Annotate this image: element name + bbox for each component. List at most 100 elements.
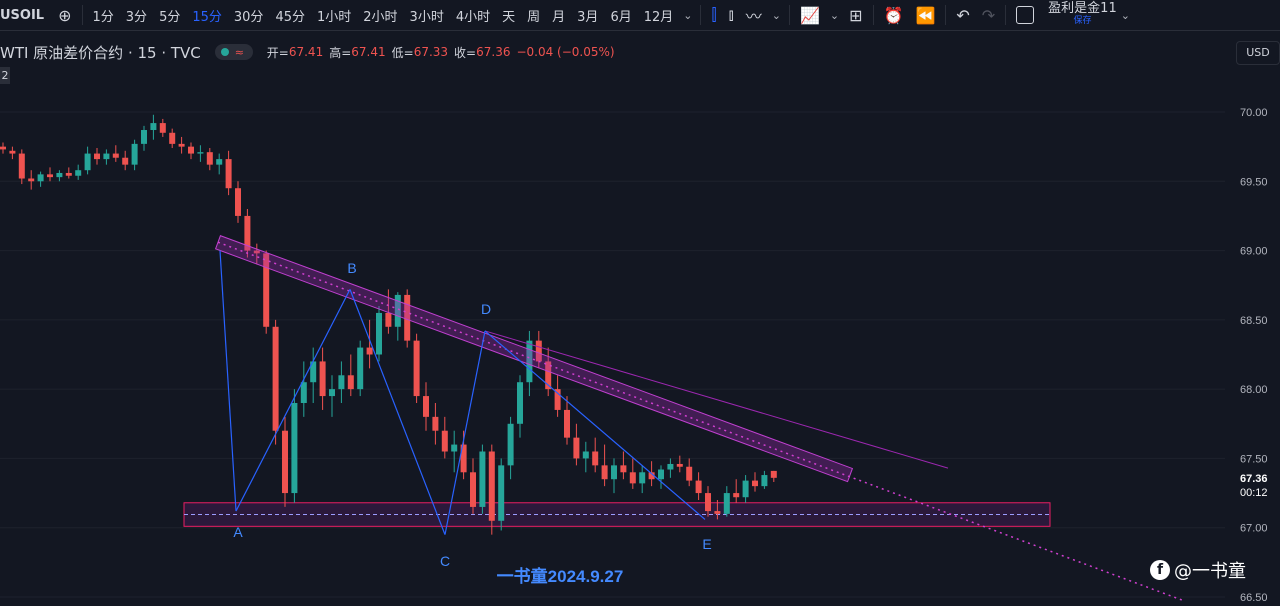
- layout-grid-icon[interactable]: ⊞: [849, 5, 863, 25]
- undo-icon[interactable]: ↶: [956, 5, 970, 25]
- candle[interactable]: [159, 123, 166, 133]
- candle[interactable]: [545, 361, 552, 390]
- candle[interactable]: [112, 153, 119, 158]
- layout-checkbox[interactable]: [1016, 6, 1035, 24]
- candle[interactable]: [535, 340, 542, 362]
- interval-button[interactable]: 1分: [92, 9, 114, 25]
- candle[interactable]: [507, 423, 514, 466]
- candle[interactable]: [37, 174, 44, 182]
- trend-extension[interactable]: [217, 241, 1186, 602]
- candle[interactable]: [169, 132, 176, 144]
- candle[interactable]: [667, 463, 674, 470]
- candle[interactable]: [376, 312, 382, 355]
- wave-segment[interactable]: [484, 330, 706, 520]
- candle[interactable]: [752, 480, 758, 487]
- market-status-toggle[interactable]: ≈: [214, 44, 253, 60]
- interval-button[interactable]: 3分: [125, 9, 148, 25]
- candle[interactable]: [498, 465, 505, 521]
- candle[interactable]: [686, 466, 693, 481]
- candle[interactable]: [244, 215, 251, 251]
- chevron-down-icon[interactable]: ⌄: [683, 8, 693, 22]
- candle[interactable]: [460, 444, 467, 473]
- pane-badge[interactable]: 2: [0, 67, 10, 84]
- candle[interactable]: [131, 143, 138, 165]
- replay-icon[interactable]: ⏪: [915, 5, 936, 25]
- bar-type-icon[interactable]: ⫾: [728, 5, 734, 24]
- candle[interactable]: [592, 451, 599, 466]
- alert-icon[interactable]: ⏰: [883, 5, 904, 25]
- candle[interactable]: [423, 396, 429, 417]
- candle[interactable]: [582, 451, 589, 459]
- candle[interactable]: [404, 294, 411, 341]
- resistance-channel[interactable]: [214, 235, 854, 483]
- candle[interactable]: [573, 437, 580, 459]
- candle-type-icon[interactable]: ⫿: [711, 5, 717, 24]
- candle[interactable]: [235, 188, 241, 216]
- chevron-down-icon[interactable]: ⌄: [771, 8, 781, 22]
- candle[interactable]: [18, 153, 25, 179]
- candle[interactable]: [620, 465, 627, 473]
- interval-button[interactable]: 45分: [275, 9, 305, 25]
- candle[interactable]: [761, 475, 768, 487]
- interval-button[interactable]: 天: [502, 9, 516, 25]
- candle[interactable]: [56, 172, 63, 178]
- candle[interactable]: [648, 472, 655, 480]
- candle[interactable]: [432, 416, 439, 431]
- redo-icon[interactable]: ↷: [981, 5, 996, 25]
- candle[interactable]: [282, 430, 288, 494]
- candle[interactable]: [150, 123, 157, 131]
- candle[interactable]: [65, 172, 72, 176]
- wave-segment[interactable]: [444, 330, 486, 535]
- candle[interactable]: [329, 389, 335, 397]
- interval-button[interactable]: 15分: [192, 9, 222, 25]
- candle[interactable]: [705, 493, 711, 512]
- candle[interactable]: [695, 480, 702, 494]
- candle[interactable]: [639, 472, 646, 484]
- candle[interactable]: [75, 170, 82, 176]
- interval-button[interactable]: 5分: [159, 9, 181, 25]
- candle[interactable]: [122, 157, 129, 165]
- candle[interactable]: [338, 375, 345, 390]
- candle[interactable]: [564, 409, 570, 438]
- candle[interactable]: [742, 480, 749, 498]
- candle[interactable]: [347, 375, 354, 390]
- candle[interactable]: [366, 347, 373, 355]
- candle[interactable]: [723, 493, 730, 514]
- candle[interactable]: [178, 143, 185, 147]
- chevron-down-icon[interactable]: ⌄: [1120, 8, 1130, 22]
- interval-button[interactable]: 月: [552, 9, 566, 25]
- wave-segment[interactable]: [235, 289, 351, 512]
- candle[interactable]: [733, 493, 740, 498]
- currency-selector[interactable]: USD: [1236, 41, 1280, 65]
- line-type-icon[interactable]: 〰: [745, 7, 762, 26]
- interval-button[interactable]: 3月: [577, 9, 599, 25]
- interval-button[interactable]: 12月: [643, 9, 674, 25]
- candle[interactable]: [441, 430, 448, 452]
- interval-button[interactable]: 2小时: [363, 9, 398, 25]
- chevron-down-icon[interactable]: ⌄: [829, 8, 840, 22]
- candle[interactable]: [253, 250, 260, 254]
- indicators-icon[interactable]: 📈: [799, 5, 820, 25]
- candle[interactable]: [9, 150, 16, 154]
- interval-button[interactable]: 30分: [233, 9, 264, 25]
- candle[interactable]: [658, 469, 664, 480]
- candle[interactable]: [770, 470, 777, 478]
- candle[interactable]: [272, 326, 279, 431]
- candle[interactable]: [188, 146, 194, 154]
- candle[interactable]: [206, 152, 213, 165]
- candle[interactable]: [554, 389, 561, 410]
- interval-button[interactable]: 6月: [610, 9, 632, 25]
- candle[interactable]: [413, 340, 420, 397]
- interval-button[interactable]: 3小时: [409, 9, 444, 25]
- candle[interactable]: [94, 153, 100, 160]
- candle[interactable]: [470, 472, 476, 507]
- candle[interactable]: [319, 361, 326, 397]
- candle[interactable]: [357, 347, 364, 390]
- trend-line[interactable]: [484, 330, 949, 469]
- candle[interactable]: [601, 465, 608, 480]
- candle[interactable]: [84, 153, 91, 171]
- candle[interactable]: [47, 174, 53, 178]
- candle[interactable]: [629, 472, 636, 484]
- candle[interactable]: [385, 312, 392, 327]
- wave-segment[interactable]: [349, 289, 446, 535]
